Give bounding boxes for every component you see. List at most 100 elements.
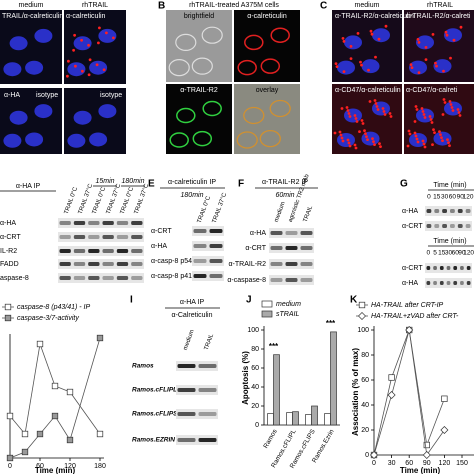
- stain: [346, 138, 350, 142]
- legend-label: caspase-8 (p43/41) - IP: [17, 304, 90, 311]
- band: [88, 276, 100, 280]
- band: [59, 235, 71, 239]
- stain: [441, 113, 445, 116]
- stain: [375, 105, 379, 108]
- stain: [432, 128, 435, 132]
- column-label: medium: [19, 2, 44, 9]
- y-tick-label: 100: [247, 327, 259, 334]
- panel-letter: J: [246, 295, 252, 306]
- y-tick-label: 0: [255, 422, 259, 429]
- band: [102, 276, 114, 280]
- marker: [66, 436, 74, 444]
- marker: [358, 301, 366, 309]
- stain: [346, 109, 350, 112]
- stain: [423, 145, 427, 149]
- stain: [112, 36, 115, 40]
- band: [59, 262, 71, 266]
- time-label: 0: [427, 250, 431, 257]
- micrograph: [166, 84, 232, 154]
- stain: [356, 32, 360, 35]
- stain: [373, 143, 376, 147]
- marker: [6, 412, 14, 420]
- stain: [430, 121, 434, 124]
- stain: [449, 56, 452, 60]
- row-label: α-HA: [402, 280, 418, 287]
- blot-title: α-HA IP: [180, 299, 205, 306]
- band: [209, 229, 223, 233]
- stain: [370, 32, 374, 36]
- stain: [421, 139, 425, 143]
- row-label: α-casp-8 p54: [151, 258, 192, 265]
- stain: [388, 112, 392, 115]
- stain: [452, 38, 456, 42]
- stain: [440, 136, 443, 140]
- stain: [340, 136, 344, 140]
- band: [442, 224, 447, 228]
- stain: [366, 138, 369, 142]
- stain: [450, 106, 454, 109]
- band: [73, 262, 86, 266]
- annotation: ***: [269, 342, 279, 351]
- x-tick-label: 60: [36, 463, 44, 470]
- marker: [96, 430, 104, 438]
- series-line: [373, 329, 445, 457]
- nucleus: [9, 110, 28, 125]
- marker: [422, 451, 431, 459]
- nucleus: [3, 62, 22, 77]
- stain: [80, 38, 83, 42]
- stain: [447, 141, 450, 145]
- lane-label: TRAIL 0°C: [64, 186, 80, 215]
- band: [426, 209, 432, 213]
- stain: [414, 134, 418, 138]
- stain: [384, 24, 388, 28]
- stain: [87, 73, 91, 77]
- blot-strip: [58, 259, 144, 269]
- stain: [406, 144, 410, 148]
- panel-letter: B: [158, 1, 165, 12]
- band: [209, 259, 223, 263]
- marker: [440, 426, 449, 434]
- stain: [333, 131, 337, 135]
- legend-label: sTRAIL: [276, 311, 299, 318]
- bar: [324, 413, 331, 426]
- time-label: 5: [433, 250, 437, 257]
- stain: [341, 139, 345, 143]
- stain: [409, 63, 413, 66]
- stain: [431, 33, 435, 36]
- marker: [21, 430, 29, 438]
- stain: [365, 135, 368, 139]
- stain: [416, 38, 420, 41]
- row-label: α-CRT: [151, 228, 172, 235]
- bar: [273, 354, 280, 426]
- band: [177, 364, 196, 368]
- marker: [6, 454, 14, 462]
- time-label: 30: [445, 250, 453, 257]
- lane-label: TRAIL 0°C: [120, 186, 136, 215]
- band: [450, 209, 455, 213]
- stain: [407, 129, 411, 133]
- marker: [4, 314, 12, 322]
- x-tick-label: 30: [388, 460, 396, 467]
- stain: [374, 102, 378, 105]
- stain: [423, 116, 427, 119]
- stain: [342, 70, 346, 73]
- nucleus: [416, 108, 434, 123]
- marker: [96, 334, 104, 342]
- stain: [338, 130, 342, 134]
- cell: [236, 131, 258, 149]
- image-label: α-calreticulin: [66, 13, 106, 20]
- time-label: 120: [463, 250, 474, 257]
- band: [59, 276, 71, 280]
- band: [88, 262, 100, 266]
- cell: [191, 57, 213, 75]
- marker: [21, 448, 29, 456]
- panel-letter: G: [400, 179, 408, 190]
- band: [88, 249, 100, 253]
- stain: [458, 114, 462, 117]
- image-label: α-TRAIL-R2/α-calreti: [406, 13, 471, 20]
- blot-strip: [176, 361, 218, 371]
- nucleus: [361, 59, 380, 74]
- blot-title: α-HA IP: [16, 183, 41, 190]
- band: [433, 266, 437, 270]
- stain: [442, 69, 445, 73]
